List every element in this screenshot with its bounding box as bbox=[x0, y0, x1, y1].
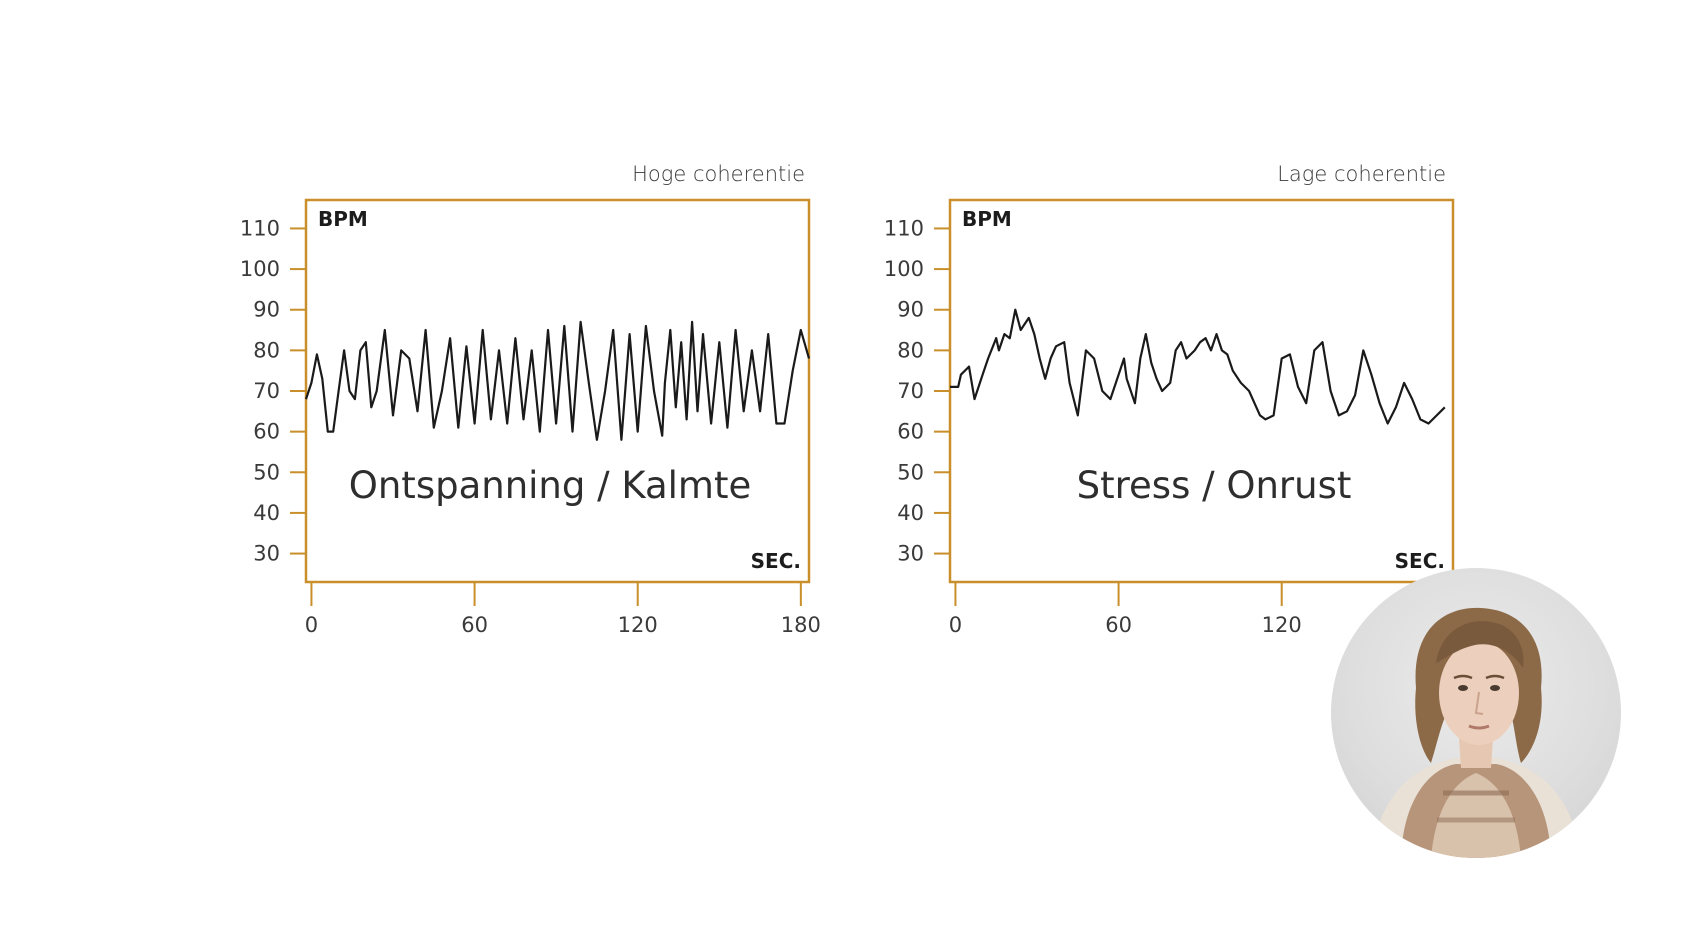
y-unit-label: BPM bbox=[962, 207, 1012, 231]
chart-title: Lage coherentie bbox=[1277, 162, 1446, 186]
y-tick-label: 110 bbox=[240, 216, 280, 240]
x-axis: 0 60 120 180 bbox=[305, 582, 821, 637]
y-tick-label: 30 bbox=[897, 542, 924, 566]
y-tick-label: 40 bbox=[897, 501, 924, 525]
x-tick-label: 180 bbox=[781, 613, 821, 637]
x-tick-label: 0 bbox=[949, 613, 962, 637]
heart-rate-line bbox=[950, 308, 1446, 425]
chart-lage-coherentie: Lage coherentie BPM SEC. Stress / Onrust… bbox=[884, 162, 1455, 637]
chart-title: Hoge coherentie bbox=[632, 162, 805, 186]
y-tick-label: 50 bbox=[897, 460, 924, 484]
y-tick-label: 70 bbox=[253, 379, 280, 403]
y-tick-label: 100 bbox=[240, 257, 280, 281]
chart-caption: Ontspanning / Kalmte bbox=[349, 464, 752, 507]
y-tick-label: 50 bbox=[253, 460, 280, 484]
x-tick-label: 0 bbox=[305, 613, 318, 637]
y-tick-label: 40 bbox=[253, 501, 280, 525]
y-tick-label: 60 bbox=[253, 420, 280, 444]
chart-frame bbox=[304, 198, 811, 584]
x-axis: 0 60 120 bbox=[949, 582, 1302, 637]
y-tick-label: 110 bbox=[884, 216, 924, 240]
y-axis: 110 100 90 80 70 60 50 40 30 bbox=[240, 216, 306, 566]
chart-frame bbox=[948, 198, 1455, 584]
chart-hoge-coherentie: Hoge coherentie BPM SEC. Ontspanning / K… bbox=[240, 162, 821, 637]
y-tick-label: 90 bbox=[253, 298, 280, 322]
x-tick-label: 120 bbox=[1262, 613, 1302, 637]
x-unit-label: SEC. bbox=[751, 549, 801, 573]
y-tick-label: 70 bbox=[897, 379, 924, 403]
x-tick-label: 60 bbox=[461, 613, 488, 637]
y-axis: 110 100 90 80 70 60 50 40 30 bbox=[884, 216, 950, 566]
y-tick-label: 30 bbox=[253, 542, 280, 566]
y-tick-label: 90 bbox=[897, 298, 924, 322]
y-tick-label: 80 bbox=[897, 338, 924, 362]
y-tick-label: 60 bbox=[897, 420, 924, 444]
presenter-avatar bbox=[1371, 607, 1581, 858]
y-tick-label: 100 bbox=[884, 257, 924, 281]
chart-caption: Stress / Onrust bbox=[1077, 464, 1352, 507]
x-tick-label: 120 bbox=[618, 613, 658, 637]
y-unit-label: BPM bbox=[318, 207, 368, 231]
heart-rate-line bbox=[304, 320, 811, 441]
presenter-video bbox=[1331, 568, 1621, 858]
x-tick-label: 60 bbox=[1105, 613, 1132, 637]
x-unit-label: SEC. bbox=[1395, 549, 1445, 573]
y-tick-label: 80 bbox=[253, 338, 280, 362]
